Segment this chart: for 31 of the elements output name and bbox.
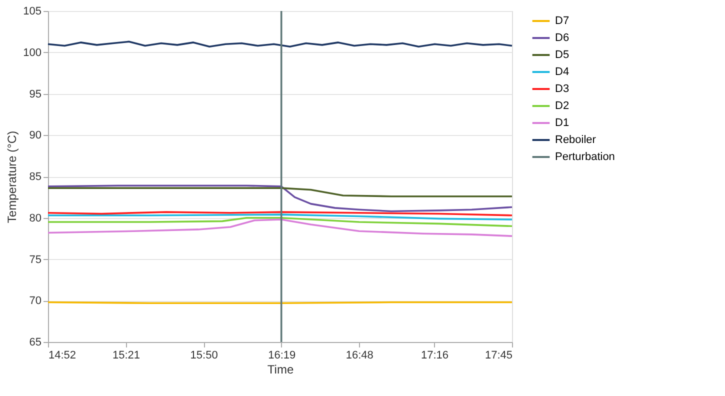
legend-label: D6 — [555, 32, 570, 44]
legend-label: Perturbation — [555, 151, 615, 163]
x-tick-label: 17:16 — [420, 350, 448, 362]
x-tick-label: 16:48 — [346, 350, 374, 362]
y-axis-title: Temperature (°C) — [5, 130, 20, 224]
legend-label: D2 — [555, 100, 570, 112]
legend-label: Reboiler — [555, 134, 596, 146]
y-tick-label: 75 — [29, 254, 42, 266]
x-axis-title: Time — [267, 362, 294, 376]
line-series — [47, 218, 513, 237]
y-tick-label: 85 — [29, 171, 42, 183]
legend-label: D4 — [555, 66, 570, 78]
line-series — [47, 187, 513, 198]
x-tick-label: 15:21 — [112, 350, 140, 362]
line-series — [47, 184, 513, 212]
x-tick-label: 14:52 — [48, 350, 76, 362]
y-tick-label: 100 — [23, 46, 42, 59]
legend-label: D3 — [555, 83, 570, 95]
x-tick-label: 17:45 — [484, 350, 512, 362]
y-tick-label: 105 — [23, 6, 42, 18]
x-tick-label: 15:50 — [190, 350, 218, 362]
y-tick-label: 95 — [29, 88, 42, 100]
y-tick-label: 90 — [29, 130, 42, 142]
y-tick-label: 70 — [29, 295, 42, 308]
line-series — [47, 216, 513, 228]
legend-label: D5 — [555, 49, 570, 61]
y-tick-label: 65 — [29, 336, 42, 348]
legend-label: D7 — [555, 15, 570, 27]
y-tick-label: 80 — [29, 212, 42, 224]
legend-label: D1 — [555, 117, 570, 129]
x-tick-label: 16:19 — [268, 350, 296, 362]
